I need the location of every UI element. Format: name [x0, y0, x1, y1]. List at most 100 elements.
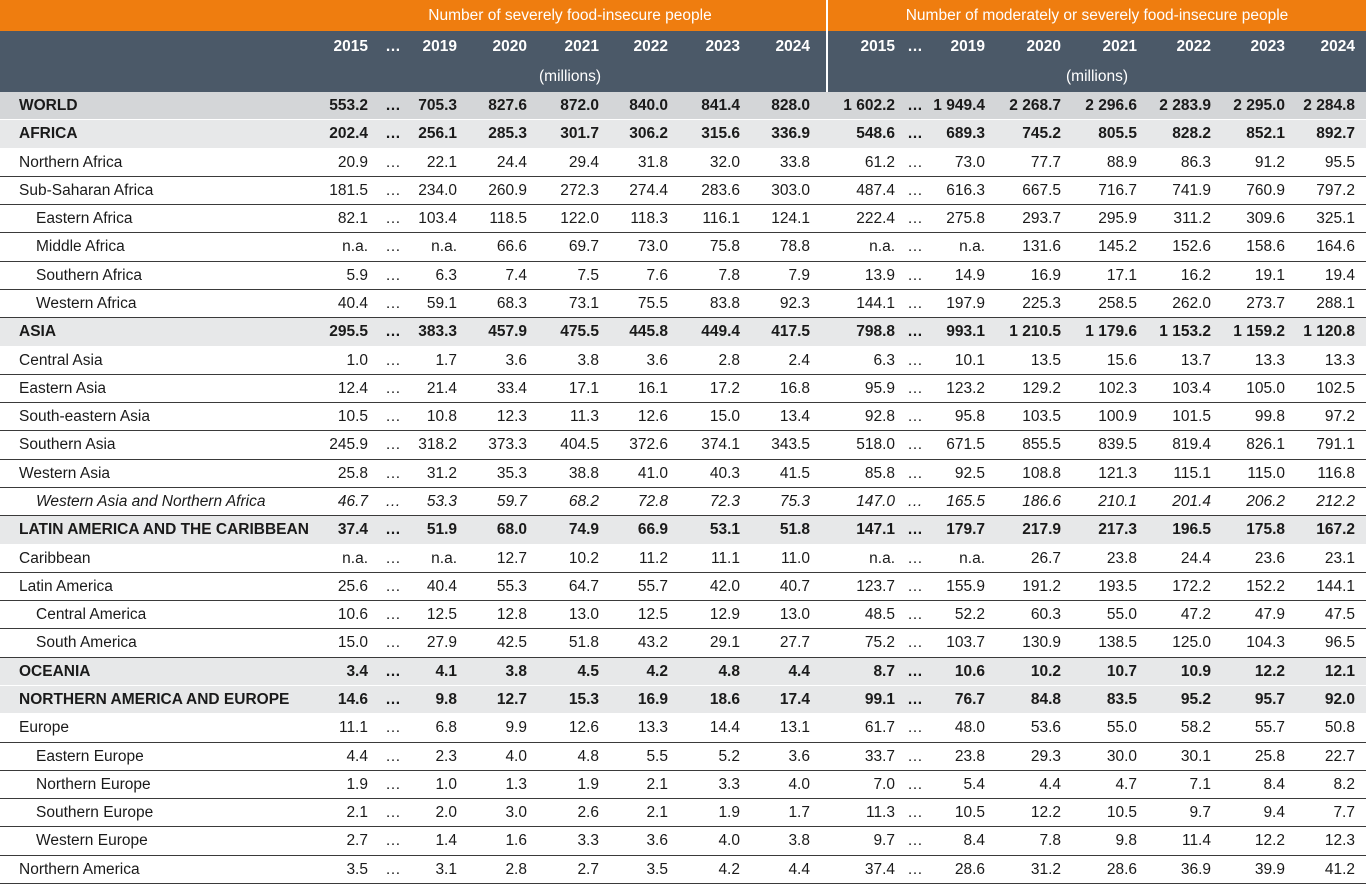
row-label: WORLD	[19, 97, 78, 114]
value-cell: …	[385, 379, 401, 397]
value-cell: …	[907, 210, 923, 228]
value-cell: 4.4	[788, 662, 810, 680]
value-cell: 60.3	[1030, 606, 1061, 624]
value-cell: 15.0	[337, 634, 368, 652]
value-cell: 116.8	[1317, 464, 1355, 482]
table-row: LATIN AMERICA AND THE CARIBBEAN 37.4 … 51.9…	[0, 516, 1366, 545]
value-cell: …	[385, 634, 401, 652]
value-cell: 4.0	[505, 747, 527, 765]
value-cell: 77.7	[1030, 153, 1061, 171]
value-cell: 12.5	[426, 606, 457, 624]
row-label: Southern Africa	[36, 266, 142, 284]
value-cell: 202.4	[329, 125, 368, 143]
value-cell: 2.7	[577, 860, 599, 878]
value-cell: 3.6	[505, 351, 527, 369]
year-header: 2021	[564, 38, 599, 55]
value-cell: 1 120.8	[1303, 323, 1355, 341]
value-cell: …	[385, 153, 401, 171]
value-cell: 5.2	[718, 747, 740, 765]
value-cell: 72.8	[637, 493, 668, 510]
value-cell: 116.1	[702, 210, 740, 228]
value-cell: 457.9	[488, 323, 527, 341]
value-cell: 83.8	[709, 295, 740, 312]
value-cell: 17.1	[1106, 266, 1137, 284]
value-cell: …	[907, 775, 923, 793]
value-cell: 33.8	[779, 153, 810, 171]
value-cell: 99.1	[864, 691, 895, 708]
value-cell: 285.3	[488, 125, 527, 143]
value-cell: 13.3	[1254, 351, 1285, 369]
value-cell: 37.4	[864, 860, 895, 878]
value-cell: 103.7	[946, 634, 985, 652]
value-cell: 3.5	[346, 860, 368, 878]
group-title: Number of severely food-insecure people	[428, 7, 712, 24]
value-cell: 11.1	[338, 719, 368, 737]
value-cell: …	[385, 97, 401, 114]
table-row: Southern Asia 245.9 … 318.2 373.3 404.5 372.6 3…	[0, 431, 1366, 460]
value-cell: 40.4	[337, 295, 368, 312]
year-header: …	[907, 38, 923, 55]
value-cell: 8.4	[963, 832, 985, 850]
value-cell: 25.8	[1254, 747, 1285, 765]
value-cell: 4.1	[435, 662, 457, 680]
value-cell: 1.7	[435, 351, 457, 369]
value-cell: 1.0	[346, 351, 368, 369]
value-cell: 283.6	[701, 181, 740, 199]
value-cell: 12.2	[1030, 804, 1061, 822]
table-row: OCEANIA 3.4 … 4.1 3.8 4.5 4.2 4.8 4.4 8.7 … 10.6 10.…	[0, 657, 1366, 686]
value-cell: 48.0	[954, 719, 985, 737]
value-cell: …	[907, 97, 923, 114]
row-label: South-eastern Asia	[19, 408, 150, 426]
table-row: NORTHERN AMERICA AND EUROPE 14.6 … 9.8 12.7 1…	[0, 686, 1366, 715]
value-cell: …	[385, 691, 401, 708]
value-cell: 115.0	[1247, 464, 1285, 482]
value-cell: 13.0	[779, 606, 810, 624]
value-cell: 96.5	[1324, 634, 1355, 652]
value-cell: 14.4	[709, 719, 740, 737]
value-cell: 68.3	[496, 295, 527, 312]
value-cell: 9.7	[1189, 804, 1211, 822]
year-header: 2019	[950, 38, 985, 55]
value-cell: …	[385, 181, 401, 199]
table-row: Sub-Saharan Africa 181.5 … 234.0 260.9 272.3 2…	[0, 177, 1366, 206]
value-cell: 827.6	[488, 97, 527, 114]
value-cell: 95.2	[1180, 691, 1211, 708]
value-cell: 28.6	[1106, 860, 1137, 878]
value-cell: 25.8	[337, 464, 368, 482]
value-cell: 274.4	[629, 181, 668, 199]
value-cell: 760.9	[1246, 181, 1285, 199]
value-cell: 475.5	[560, 323, 599, 341]
value-cell: 1 179.6	[1085, 323, 1137, 341]
value-cell: 123.2	[946, 379, 985, 397]
value-cell: 26.7	[1030, 549, 1061, 567]
value-cell: 91.2	[1254, 153, 1285, 171]
value-cell: 6.3	[873, 351, 895, 369]
value-cell: 741.9	[1172, 181, 1211, 199]
value-cell: 28.6	[954, 860, 985, 878]
table-row: Western Asia and Northern Africa 46.7 … 53.…	[0, 488, 1366, 517]
value-cell: 7.8	[718, 266, 740, 284]
value-cell: 84.8	[1030, 691, 1061, 708]
value-cell: 12.2	[1254, 832, 1285, 850]
value-cell: 417.5	[771, 323, 810, 341]
value-cell: …	[907, 153, 923, 171]
value-cell: 23.6	[1254, 549, 1285, 567]
value-cell: …	[907, 323, 923, 341]
row-label: Eastern Europe	[36, 747, 144, 765]
value-cell: …	[907, 125, 923, 143]
value-cell: 12.3	[496, 408, 527, 426]
value-cell: 9.8	[1115, 832, 1137, 850]
table-row: Northern Africa 20.9 … 22.1 24.4 29.4 31.8 32.0…	[0, 149, 1366, 177]
value-cell: 11.2	[638, 549, 668, 567]
value-cell: 21.4	[426, 379, 457, 397]
value-cell: …	[907, 266, 923, 284]
value-cell: 10.2	[568, 549, 599, 567]
value-cell: 7.1	[1189, 775, 1211, 793]
value-cell: …	[385, 577, 401, 595]
value-cell: 53.6	[1030, 719, 1061, 737]
value-cell: 12.2	[1254, 662, 1285, 680]
row-label: LATIN AMERICA AND THE CARIBBEAN	[19, 521, 309, 539]
value-cell: 24.4	[1180, 549, 1211, 567]
value-cell: 4.4	[346, 747, 368, 765]
table-row: Caribbean n.a. … n.a. 12.7 10.2 11.2 11.1 11.0 n.…	[0, 545, 1366, 573]
